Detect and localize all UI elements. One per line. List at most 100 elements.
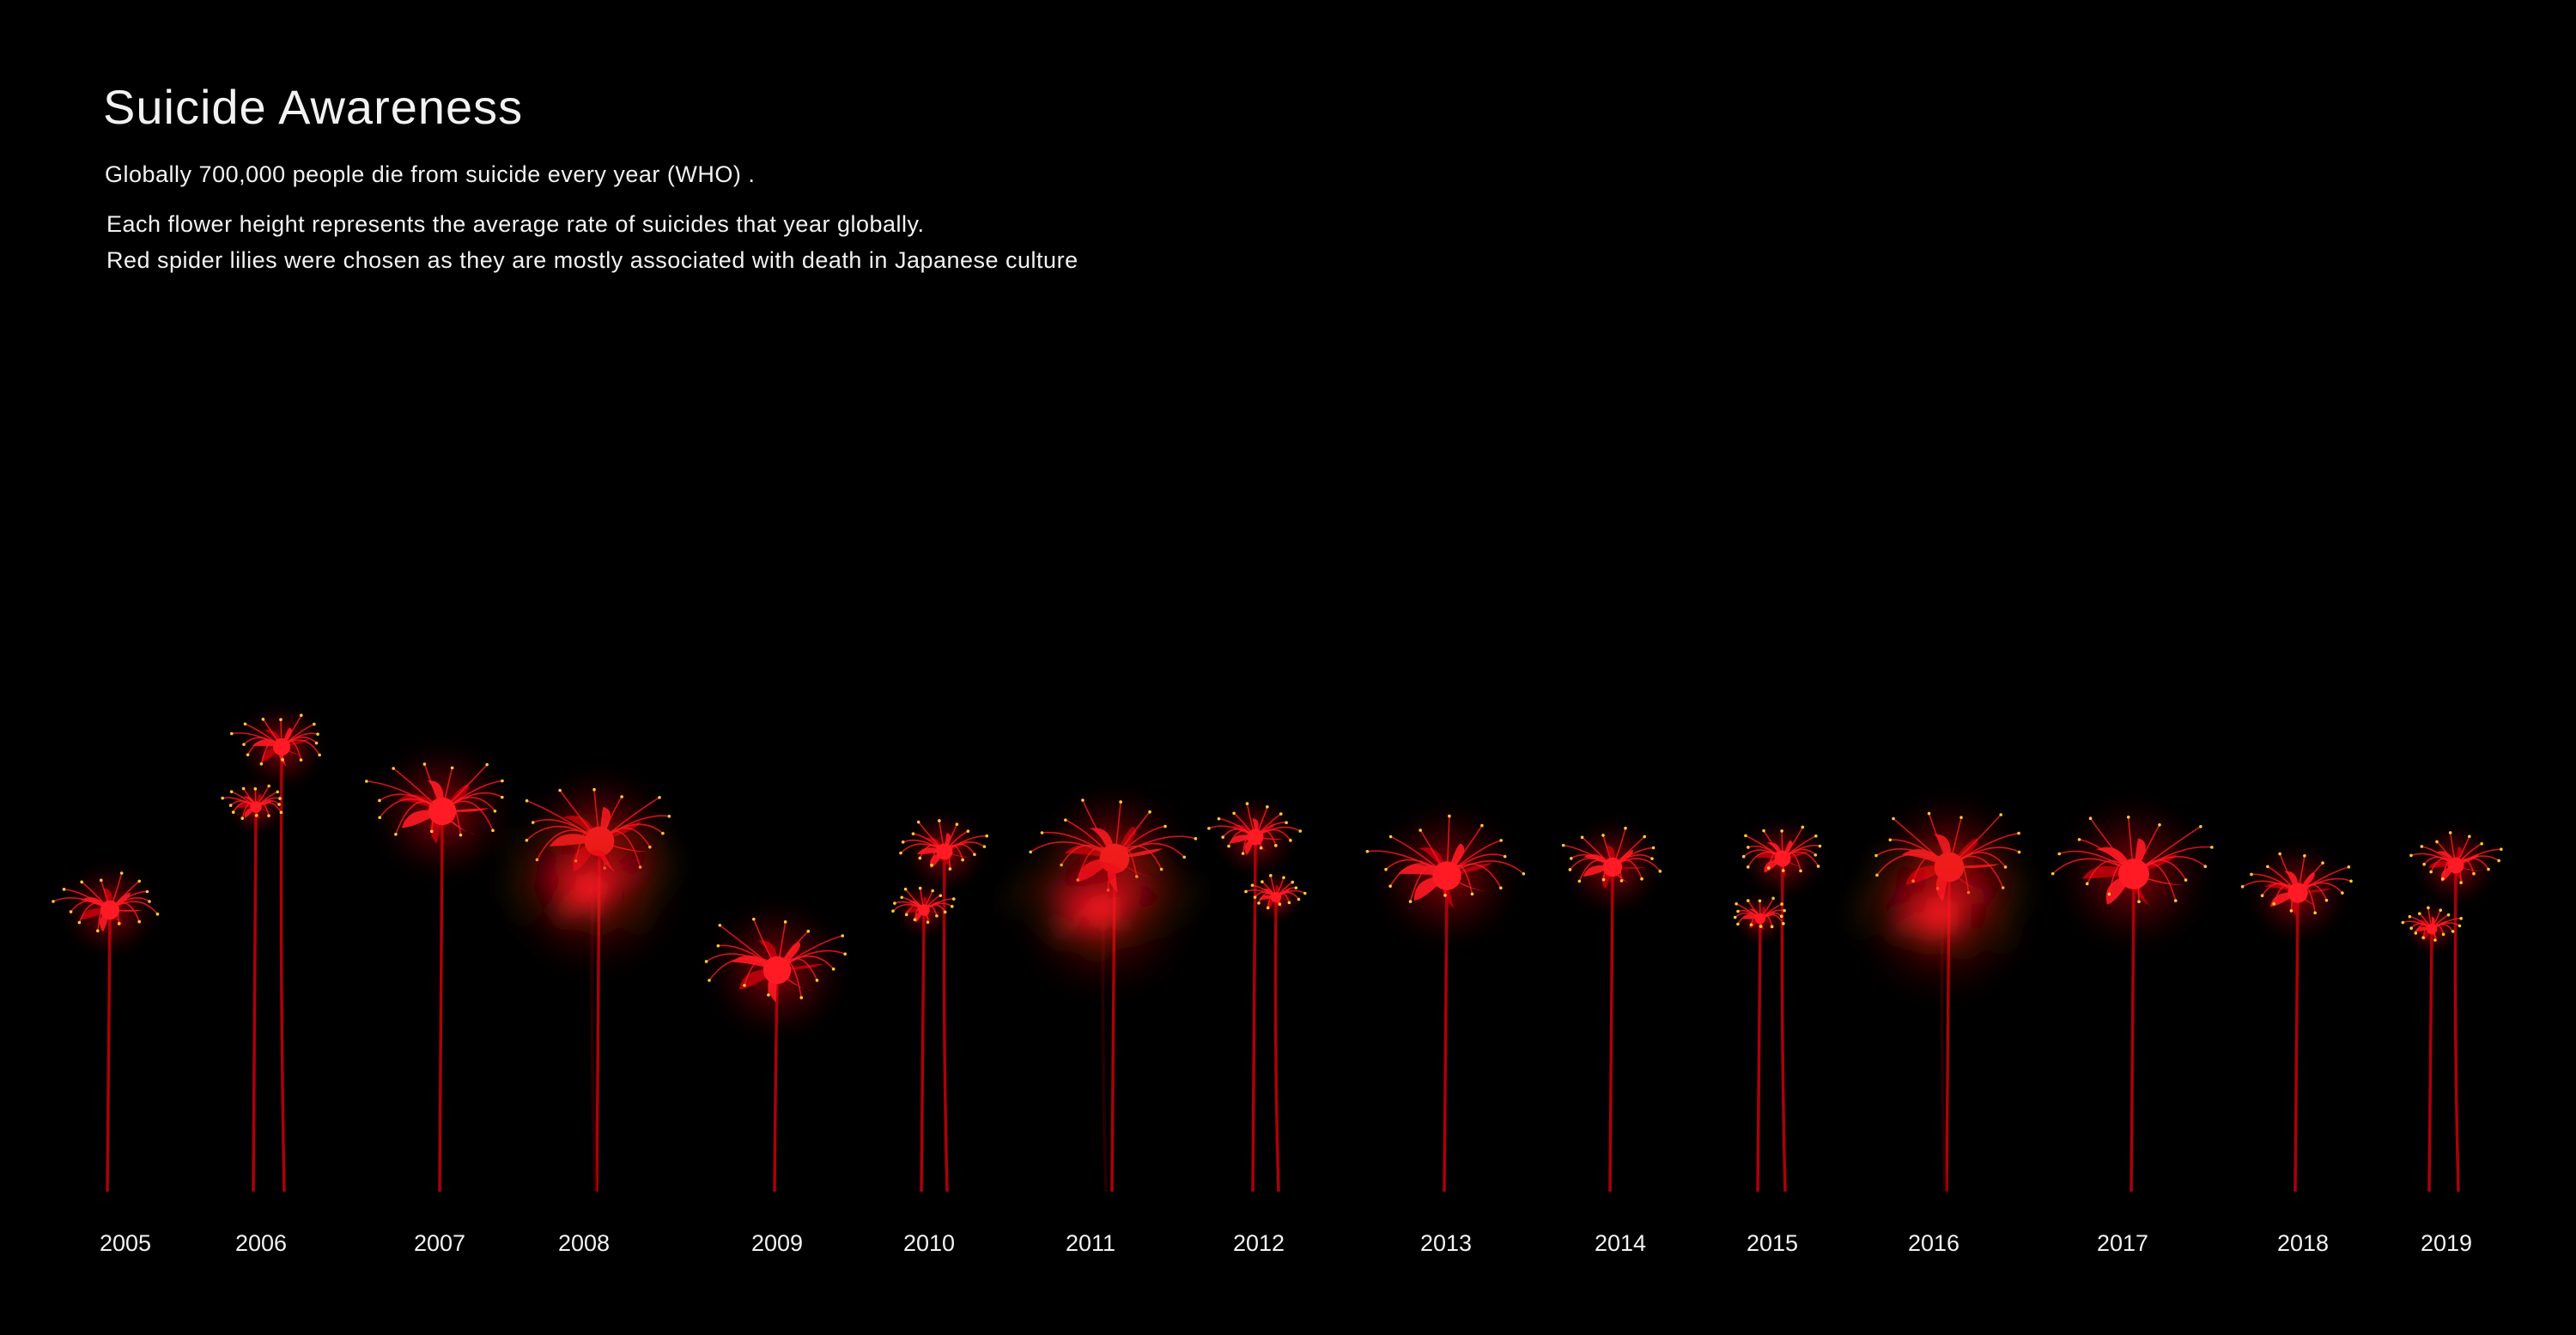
stamen-tip xyxy=(716,944,720,948)
stamen-tip xyxy=(1499,839,1503,842)
stamen-tip xyxy=(241,786,246,791)
stamen-tip xyxy=(1814,834,1818,838)
stamen-tip xyxy=(1899,928,1904,932)
spider-lily-flower-icon xyxy=(2401,898,2464,960)
stamen-tip xyxy=(1443,894,1447,897)
spider-lily-flower-icon xyxy=(1735,811,1830,906)
stamen-tip xyxy=(2085,882,2089,886)
spider-lily-flower-icon xyxy=(52,855,165,965)
stamen-tip xyxy=(718,923,722,927)
flower-petal xyxy=(924,910,944,913)
stamen-tip xyxy=(246,753,250,756)
stamen-tip xyxy=(281,758,284,762)
year-label: 2015 xyxy=(1747,1230,1798,1256)
year-label: 2006 xyxy=(235,1230,287,1256)
stamen-tip xyxy=(1762,828,1765,833)
stamen-tip xyxy=(1141,855,1145,859)
stamen-tip xyxy=(1759,925,1763,928)
stamen-tip xyxy=(261,717,265,721)
flower-center xyxy=(2426,923,2438,935)
stamen-tip xyxy=(254,814,258,817)
stamen-tip xyxy=(1365,849,1370,853)
stamen-tip xyxy=(2448,831,2452,834)
stamen-tip xyxy=(1601,877,1606,882)
stamen-tip xyxy=(1877,858,1881,862)
stamen-tip xyxy=(2017,831,2020,835)
stamen-tip xyxy=(2004,913,2008,916)
stamen-tip xyxy=(913,918,917,921)
stamen-tip xyxy=(279,810,283,815)
spider-lily-flower-icon xyxy=(1006,814,1200,1006)
stamen-tip xyxy=(966,829,970,833)
stamen-tip xyxy=(1207,827,1211,830)
stamen-tip xyxy=(243,722,247,726)
stamen-tip xyxy=(2199,824,2202,828)
stamen-tip xyxy=(1266,906,1270,910)
flower-petal xyxy=(1275,897,1285,908)
spider-lily-flower-icon xyxy=(496,792,689,985)
stamen-tip xyxy=(69,910,73,913)
flower-petal xyxy=(555,857,592,889)
stamen-tip xyxy=(806,929,811,933)
stamen-tip xyxy=(1241,852,1245,855)
flower-petal xyxy=(757,940,778,970)
flower-petal xyxy=(427,780,444,811)
stamen-tip xyxy=(2050,871,2055,876)
stamen-tip xyxy=(1297,897,1301,901)
stamen-tip xyxy=(743,983,746,987)
stamen-tip xyxy=(1298,829,1303,833)
stamen-tip xyxy=(670,859,673,862)
stamen-tip xyxy=(1221,835,1224,839)
stamen-tip xyxy=(459,833,463,837)
stamen-tip xyxy=(2429,870,2433,874)
stamen-tip xyxy=(77,920,82,925)
stamen-tip xyxy=(950,905,954,908)
stamen-tip xyxy=(1892,816,1895,821)
stamen-tip xyxy=(62,888,66,891)
description-line-1: Each flower height represents the averag… xyxy=(106,211,925,237)
stamen-tip xyxy=(1746,865,1750,869)
flower-petal xyxy=(923,910,933,922)
stamen-tip xyxy=(1227,844,1230,848)
stamen-tip xyxy=(2472,871,2476,876)
stamen-tip xyxy=(2497,859,2500,863)
stamen-tip xyxy=(1601,834,1605,837)
stamen-tip xyxy=(2266,865,2269,869)
stamen-tip xyxy=(985,834,989,838)
stamen-tip xyxy=(916,820,920,824)
stamen-tip xyxy=(1291,880,1295,884)
stamen-tip xyxy=(1569,857,1573,860)
stamen-tip xyxy=(1163,824,1167,828)
stamen-tip xyxy=(1779,914,1783,919)
stamen-tip xyxy=(1962,941,1966,945)
flower-petal xyxy=(2432,929,2450,932)
stamen-tip xyxy=(1917,852,1922,856)
flower-stem xyxy=(1756,922,1762,1192)
stamen-tip xyxy=(1194,837,1198,840)
stamen-tip xyxy=(546,829,550,833)
stamen-tip xyxy=(708,979,711,982)
stamen-tip xyxy=(2173,899,2178,902)
flower-center xyxy=(2447,857,2464,874)
stamen-tip xyxy=(2459,881,2463,884)
year-label: 2014 xyxy=(1595,1230,1646,1256)
stamen-tip xyxy=(2441,932,2445,937)
stamen-tip xyxy=(279,718,283,722)
spider-lily-flower-icon xyxy=(897,804,992,899)
stamen-tip xyxy=(221,796,224,800)
flower-petal xyxy=(1255,837,1284,840)
stamen-tip xyxy=(616,836,620,840)
flower-petal xyxy=(1419,847,1447,876)
stamen-tip xyxy=(900,895,904,900)
stamen-tip xyxy=(508,885,513,889)
stamen-tip xyxy=(1279,812,1283,816)
stamen-tip xyxy=(961,858,964,862)
stamen-tip xyxy=(2313,911,2317,915)
stamen-tip xyxy=(1109,844,1112,848)
stamen-tip xyxy=(2057,852,2062,856)
flower-center xyxy=(1432,861,1461,890)
stamen-tip xyxy=(592,787,596,792)
stamen-tip xyxy=(137,919,142,924)
stamen-tip xyxy=(1287,901,1291,905)
stamen-tip xyxy=(2203,865,2208,869)
